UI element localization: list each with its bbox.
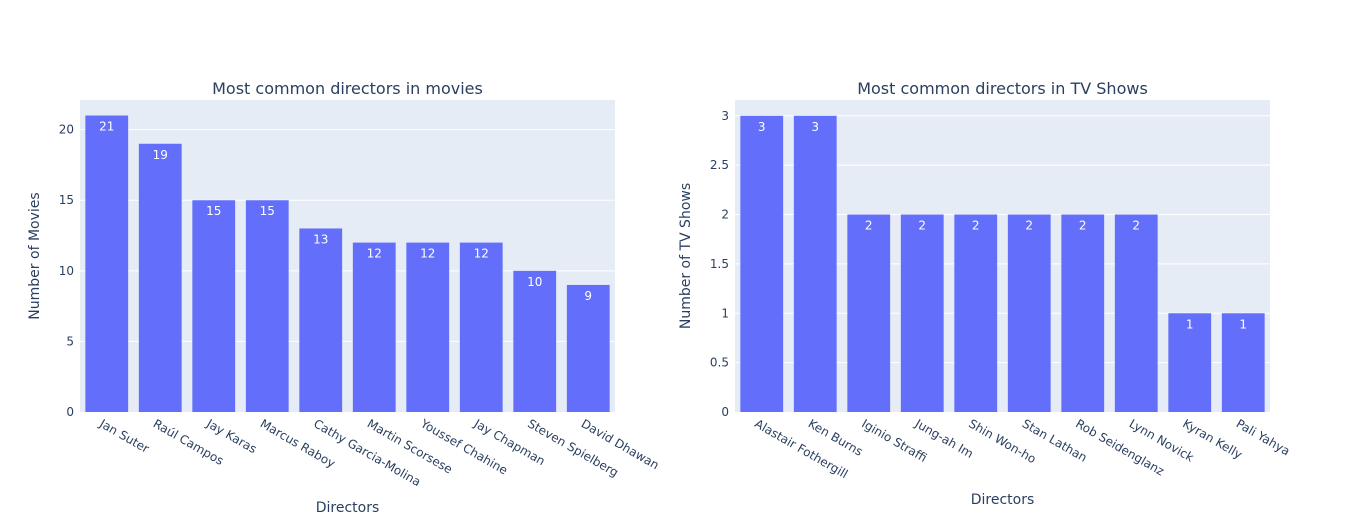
tvshows-bar — [1221, 313, 1265, 412]
tvshows-bar-value-label: 2 — [918, 219, 926, 233]
movies-bar-value-label: 13 — [313, 232, 328, 246]
tvshows-bar — [1007, 214, 1051, 412]
tvshows-bar — [793, 115, 837, 412]
tvshows-bar — [1168, 313, 1212, 412]
tvshows-bar — [954, 214, 998, 412]
tvshows-bar — [740, 115, 784, 412]
tvshows-y-axis-ticks: 0 0.5 1 1.5 2 2.5 3 — [710, 109, 729, 419]
movies-x-tick-label: Steven Spielberg — [525, 416, 621, 479]
movies-chart-panel: 21 19 15 15 13 12 12 12 10 9 0 5 10 15 20 Jan Suter Ra… — [27, 79, 661, 516]
movies-y-axis-title: Number of Movies — [27, 192, 43, 319]
movies-bar — [245, 200, 289, 412]
movies-y-tick-label: 15 — [59, 193, 74, 207]
movies-bar — [459, 242, 503, 412]
tvshows-y-tick-label: 2.5 — [710, 158, 729, 172]
tvshows-y-tick-label: 3 — [721, 109, 729, 123]
tvshows-y-tick-label: 1.5 — [710, 257, 729, 271]
movies-y-tick-label: 5 — [66, 334, 74, 348]
tvshows-bar — [900, 214, 944, 412]
tvshows-y-axis-title: Number of TV Shows — [678, 183, 694, 329]
movies-bars — [85, 115, 610, 412]
tvshows-chart-panel: 3 3 2 2 2 2 2 2 1 1 0 0.5 1 1.5 2 2.5 3 Alastair Fother… — [678, 79, 1292, 508]
movies-bar-value-label: 12 — [367, 247, 382, 261]
tvshows-x-tick-label: Rob Seidenglanz — [1073, 416, 1166, 478]
tvshows-y-tick-label: 0.5 — [710, 356, 729, 370]
movies-bar-value-label: 12 — [420, 247, 435, 261]
movies-bar-value-label: 21 — [99, 120, 114, 134]
movies-bar — [513, 270, 557, 412]
movies-bar-labels: 21 19 15 15 13 12 12 12 10 9 — [99, 120, 592, 303]
tvshows-bar — [847, 214, 891, 412]
movies-y-axis-ticks: 0 5 10 15 20 — [59, 123, 74, 419]
movies-bar — [352, 242, 396, 412]
movies-x-tick-label: Youssef Chahine — [417, 416, 510, 478]
tvshows-x-axis-title: Directors — [971, 492, 1035, 508]
movies-bar-value-label: 9 — [584, 289, 592, 303]
movies-bar-value-label: 12 — [474, 247, 489, 261]
tvshows-bar — [1061, 214, 1105, 412]
tvshows-bar-value-label: 3 — [811, 120, 819, 134]
tvshows-bar-value-label: 2 — [1025, 219, 1033, 233]
movies-y-tick-label: 10 — [59, 264, 74, 278]
movies-bar — [406, 242, 450, 412]
tvshows-x-tick-label: Alastair Fothergill — [752, 416, 850, 481]
tvshows-bars — [740, 115, 1265, 412]
movies-x-axis-title: Directors — [316, 500, 380, 516]
movies-bar — [85, 115, 129, 412]
tvshows-bar-value-label: 3 — [758, 120, 766, 134]
movies-bar — [299, 228, 343, 412]
movies-bar-value-label: 10 — [527, 275, 542, 289]
tvshows-bar-value-label: 1 — [1239, 317, 1247, 331]
movies-bar-value-label: 15 — [206, 204, 221, 218]
tvshows-bar-value-label: 2 — [1079, 219, 1087, 233]
movies-bar — [192, 200, 236, 412]
movies-x-tick-label: Jan Suter — [96, 416, 151, 456]
tvshows-bar — [1114, 214, 1158, 412]
movies-chart-title: Most common directors in movies — [212, 79, 483, 98]
tvshows-bar-value-label: 1 — [1186, 317, 1194, 331]
movies-bar — [566, 284, 610, 412]
movies-bar-value-label: 15 — [260, 204, 275, 218]
movies-bar — [138, 143, 182, 412]
tvshows-bar-value-label: 2 — [865, 219, 873, 233]
tvshows-y-tick-label: 2 — [721, 208, 729, 222]
tvshows-y-tick-label: 1 — [721, 306, 729, 320]
tvshows-y-tick-label: 0 — [721, 405, 729, 419]
movies-y-tick-label: 0 — [66, 405, 74, 419]
movies-bar-value-label: 19 — [153, 148, 168, 162]
tvshows-bar-labels: 3 3 2 2 2 2 2 2 1 1 — [758, 120, 1247, 331]
movies-y-tick-label: 20 — [59, 123, 74, 137]
tvshows-chart-title: Most common directors in TV Shows — [857, 79, 1148, 98]
tvshows-bar-value-label: 2 — [1132, 219, 1140, 233]
tvshows-bar-value-label: 2 — [972, 219, 980, 233]
